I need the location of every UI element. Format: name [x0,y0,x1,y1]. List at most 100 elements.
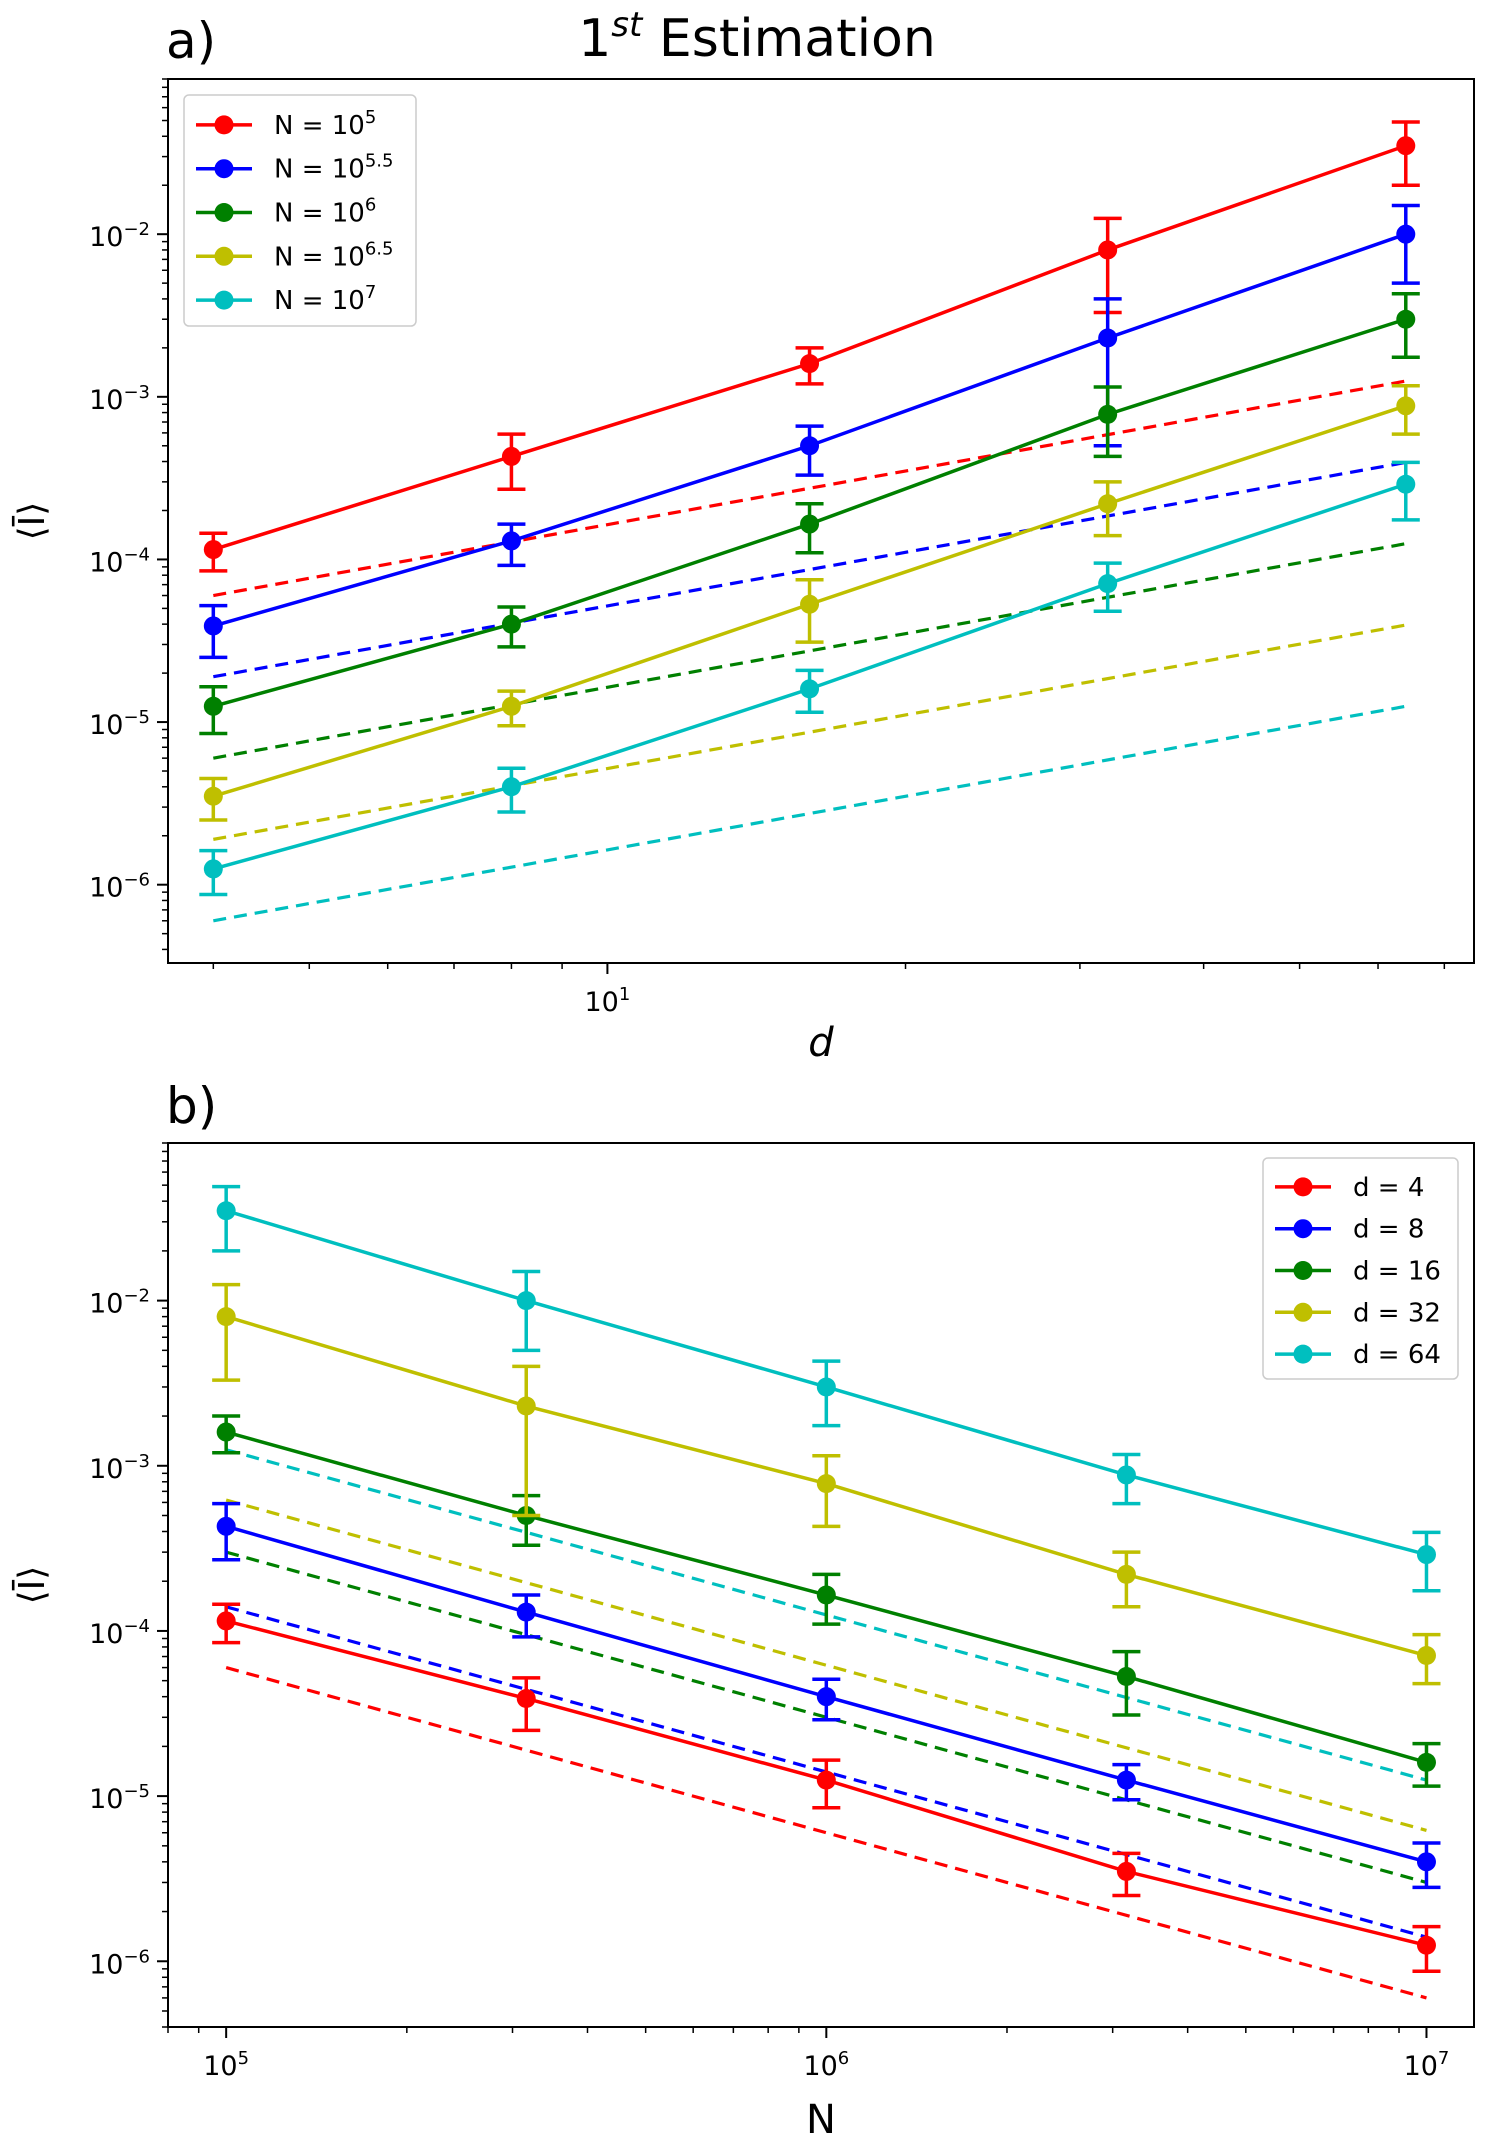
legend-label-exp: 6 [365,195,376,216]
x-tick-label-exp: 7 [1438,2048,1449,2069]
legend-entry: d = 64 [1275,1340,1441,1370]
x-minor-ticks [167,2027,1400,2033]
data-point [203,540,223,560]
data-point [1396,474,1416,494]
data-point [1416,1852,1436,1872]
plot-area [212,1184,1441,2000]
data-point [1416,1545,1436,1565]
data-point [816,1585,836,1605]
y-tick-label-exp: −2 [123,219,150,240]
data-point [501,446,521,466]
data-point [1116,1666,1136,1686]
data-point [516,1688,536,1708]
reference-line [213,379,1407,598]
figure-title-sup: st [611,5,644,45]
x-tick-label-exp: 1 [619,984,630,1005]
reference-line [225,1550,1427,1885]
y-tick-label-base: 10 [89,547,123,578]
legend-label: d = 16 [1353,1257,1441,1287]
data-point [816,1474,836,1494]
legend: d = 4 d = 8 d = 16 d = 32 d = 64 [1262,1157,1459,1380]
x-tick-label: 105 [203,2048,249,2082]
legend-marker [1293,1261,1313,1280]
y-axis-label: ⟨Ī⟩ [12,502,53,541]
reference-line [225,1498,1427,1832]
data-point [501,531,521,551]
legend-label-exp: 5 [365,107,376,128]
legend-label: N = 106 [274,195,376,229]
figure-title: 1st Estimation [578,5,936,69]
x-tick-label-exp: 6 [838,2048,849,2069]
data-point [1116,1770,1136,1790]
y-tick-label: 10−6 [89,1946,150,1980]
data-point [1396,396,1416,416]
legend-marker [214,159,234,179]
data-point [816,1377,836,1397]
data-point [816,1770,836,1790]
reference-line [225,1605,1427,1939]
reference-line [225,1666,1427,2000]
data-point [203,616,223,636]
plot-area [199,120,1420,923]
axes-frame [167,78,1475,964]
data-point [501,696,521,716]
legend-label: d = 8 [1353,1215,1424,1245]
legend-label: d = 4 [1353,1173,1424,1203]
data-point [800,594,820,614]
y-tick-label: 10−2 [89,1286,150,1320]
y-tick-label-exp: −3 [123,382,150,403]
legend-entry: N = 105.5 [196,151,394,185]
legend-entry: N = 106.5 [196,238,394,272]
x-axis-label: d [808,1020,834,1066]
y-tick-label-exp: −6 [123,870,150,891]
data-point [1416,1752,1436,1772]
data-point [816,1687,836,1707]
panel-label: a) [166,12,216,70]
legend-entry: d = 32 [1275,1298,1441,1328]
data-point [1098,240,1118,260]
legend-entry: N = 105 [196,107,376,141]
y-tick-label: 10−4 [89,544,150,578]
panel-label: b) [166,1077,217,1135]
legend-label-base: N = 10 [274,155,365,185]
data-point [1116,1465,1136,1485]
data-point [1098,328,1118,348]
data-point [501,614,521,634]
y-tick-label: 10−5 [89,707,150,741]
data-point [1396,136,1416,156]
data-point [1396,224,1416,244]
x-tick-label-base: 10 [584,987,618,1018]
x-tick-label: 107 [1404,2048,1450,2082]
legend-entry: d = 4 [1275,1173,1424,1203]
legend-label-base: N = 10 [274,111,365,141]
y-minor-ticks [162,78,168,951]
y-tick-label: 10−5 [89,1781,150,1815]
figure-title-base: 1 [578,9,611,69]
legend-marker [214,203,234,222]
data-point [516,1396,536,1416]
legend-label: N = 105.5 [274,151,394,185]
y-tick-label: 10−2 [89,219,150,253]
reference-line [213,623,1407,841]
legend-entry: d = 8 [1275,1215,1424,1245]
y-minor-ticks [162,1142,168,2028]
data-point [1098,404,1118,424]
y-tick-label-exp: −4 [123,1616,150,1637]
y-tick-label: 10−3 [89,382,150,416]
y-tick-label-base: 10 [89,222,123,253]
data-point [1098,574,1118,594]
legend-frame [183,94,417,327]
y-tick-label-base: 10 [89,873,123,904]
legend-marker [214,246,234,266]
data-point [203,859,223,879]
data-point [216,1307,236,1327]
x-tick-label: 106 [803,2048,849,2082]
y-tick-label-base: 10 [89,1784,123,1815]
y-tick-label: 10−3 [89,1451,150,1485]
y-tick-label: 10−4 [89,1616,150,1650]
reference-line [213,704,1407,923]
data-point [1098,494,1118,514]
data-point [800,436,820,456]
legend-entry: d = 16 [1275,1257,1441,1287]
x-tick-label-base: 10 [1404,2051,1438,2082]
